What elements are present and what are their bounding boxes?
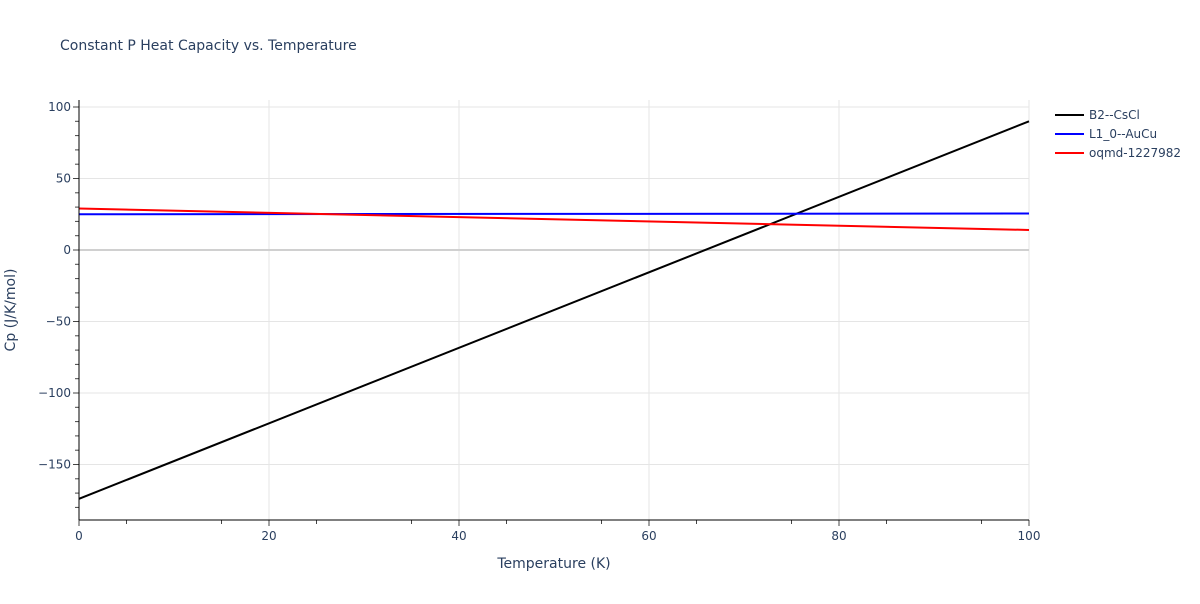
y-tick-label: 50 — [56, 172, 71, 186]
y-tick-label: −150 — [38, 458, 71, 472]
legend-item[interactable]: L1_0--AuCu — [1055, 127, 1157, 141]
chart-title: Constant P Heat Capacity vs. Temperature — [60, 38, 357, 54]
legend-label: oqmd-1227982 — [1089, 146, 1181, 160]
y-tick-label: 0 — [63, 243, 71, 257]
x-tick-label: 100 — [1018, 529, 1041, 543]
y-tick-label: −50 — [46, 315, 71, 329]
legend-item[interactable]: oqmd-1227982 — [1055, 146, 1181, 160]
series-lines — [78, 120, 1030, 500]
series-line-L1_0--AuCu — [78, 212, 1030, 216]
y-tick-label: 100 — [48, 100, 71, 114]
x-axis-label: Temperature (K) — [496, 556, 610, 572]
y-tick-label: −100 — [38, 386, 71, 400]
x-tick-label: 60 — [641, 529, 656, 543]
series-line-B2--CsCl — [78, 120, 1030, 500]
x-tick-label: 0 — [75, 529, 83, 543]
x-tick-label: 40 — [451, 529, 466, 543]
legend-label: L1_0--AuCu — [1089, 127, 1157, 141]
y-axis-label: Cp (J/K/mol) — [3, 269, 19, 352]
x-tick-label: 20 — [261, 529, 276, 543]
legend-label: B2--CsCl — [1089, 108, 1140, 122]
axes: 0 20 40 60 80 100 −150 −100 −50 0 50 100 — [38, 100, 1040, 543]
x-tick-label: 80 — [831, 529, 846, 543]
series-line-oqmd-1227982 — [78, 207, 1030, 231]
grid-lines — [79, 100, 1030, 520]
legend: B2--CsCl L1_0--AuCu oqmd-1227982 — [1055, 108, 1181, 160]
legend-item[interactable]: B2--CsCl — [1055, 108, 1140, 122]
